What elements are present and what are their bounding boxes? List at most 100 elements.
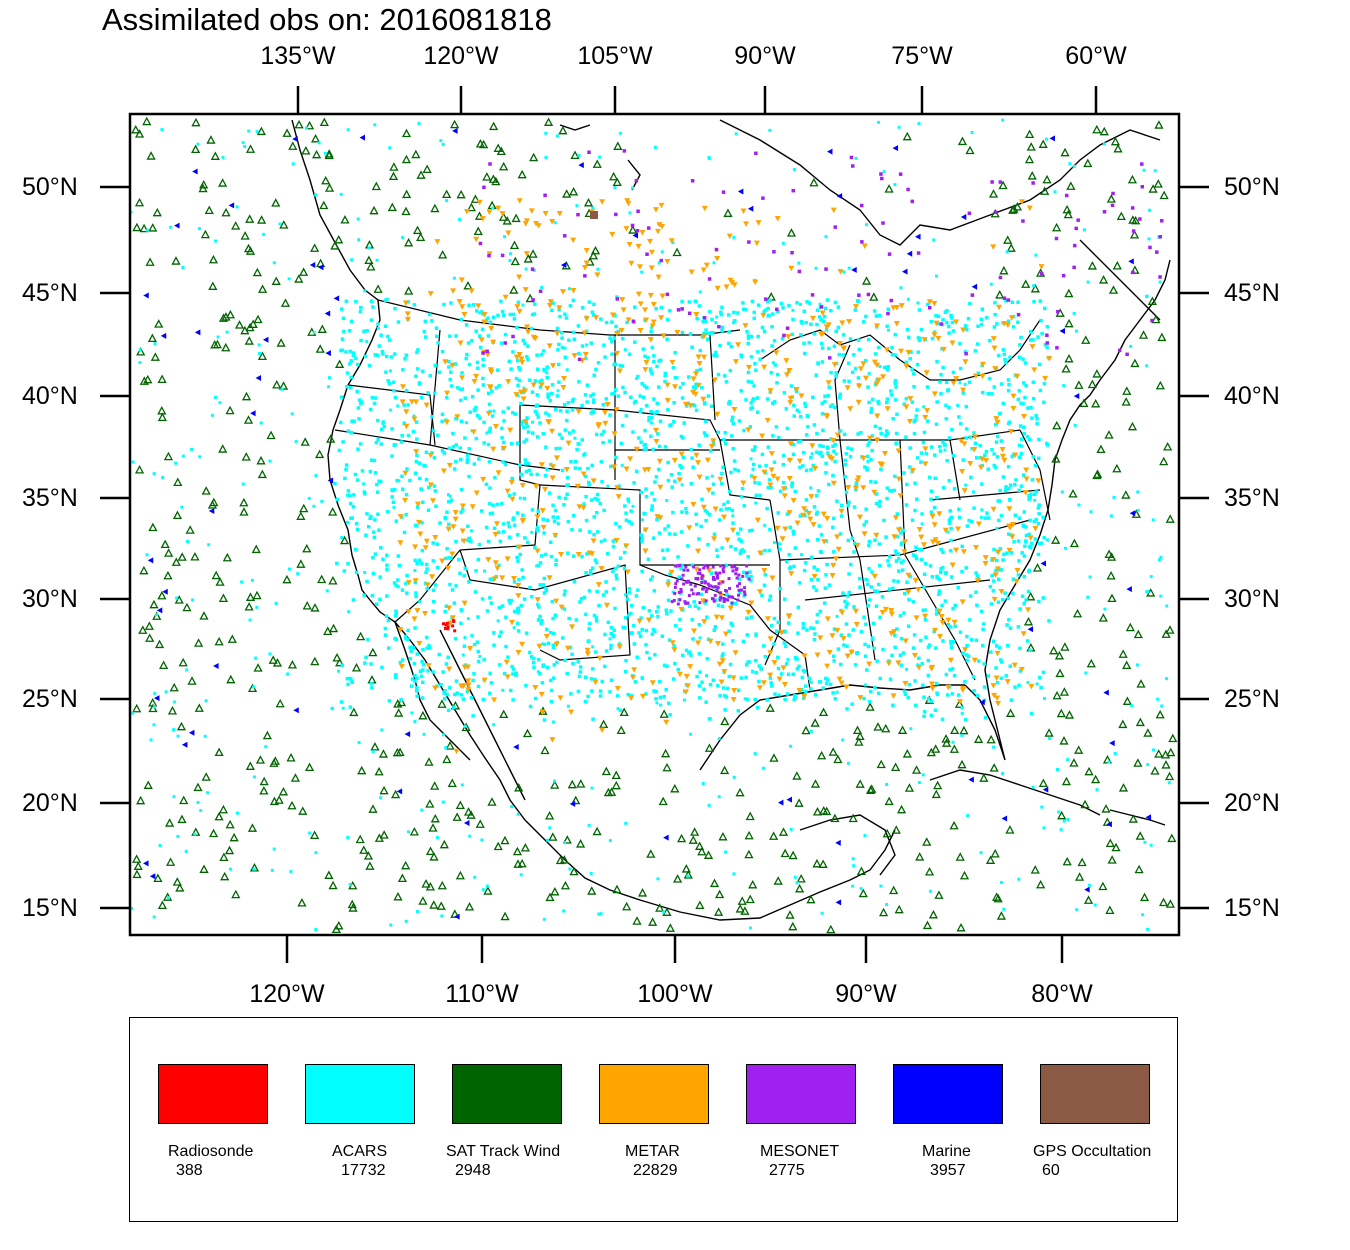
acars-marker — [939, 567, 943, 571]
acars-marker — [819, 550, 823, 555]
acars-marker — [627, 352, 632, 357]
acars-marker — [1159, 555, 1163, 559]
metar-marker — [801, 693, 808, 700]
metar-marker — [936, 511, 943, 517]
sat-track-wind-marker — [259, 776, 269, 786]
acars-marker — [715, 548, 719, 552]
metar-marker — [831, 362, 838, 368]
acars-marker — [327, 376, 331, 380]
acars-marker — [485, 609, 490, 613]
sat-track-wind-marker — [1092, 124, 1102, 134]
acars-marker — [511, 350, 515, 354]
acars-marker — [876, 399, 880, 404]
acars-marker — [671, 510, 675, 515]
metar-marker — [962, 647, 969, 653]
acars-marker — [488, 501, 492, 506]
acars-marker — [949, 538, 953, 543]
sat-track-wind-marker — [1127, 174, 1138, 184]
acars-marker — [802, 568, 807, 573]
acars-marker — [786, 672, 791, 677]
acars-marker — [866, 582, 870, 587]
acars-marker — [1039, 541, 1043, 545]
acars-marker — [631, 430, 635, 434]
acars-marker — [558, 314, 562, 319]
acars-marker — [376, 322, 380, 327]
acars-marker — [490, 577, 495, 582]
acars-marker — [320, 499, 324, 503]
metar-marker — [536, 643, 543, 650]
acars-marker — [961, 391, 965, 395]
metar-marker — [556, 210, 563, 217]
metar-marker — [696, 474, 703, 481]
acars-marker — [716, 684, 720, 688]
acars-marker — [629, 604, 634, 608]
sat-track-wind-marker — [149, 599, 159, 609]
acars-marker — [567, 338, 571, 342]
sat-track-wind-marker — [172, 877, 182, 886]
acars-marker — [449, 498, 454, 503]
acars-marker — [874, 501, 879, 506]
metar-marker — [422, 611, 429, 617]
acars-marker — [268, 652, 272, 656]
metar-marker — [826, 649, 833, 656]
acars-marker — [527, 468, 532, 473]
acars-marker — [1143, 840, 1147, 844]
acars-marker — [815, 450, 819, 454]
mesonet-marker — [739, 588, 743, 592]
metar-marker — [979, 361, 986, 368]
sat-track-wind-marker — [218, 178, 228, 187]
mesonet-marker — [730, 565, 734, 569]
acars-marker — [616, 394, 621, 398]
acars-marker — [1042, 535, 1046, 540]
acars-marker — [594, 367, 598, 372]
acars-marker — [853, 663, 858, 667]
acars-marker — [715, 315, 719, 319]
acars-marker — [680, 330, 685, 335]
sat-track-wind-marker — [1121, 397, 1131, 406]
acars-marker — [404, 388, 409, 393]
metar-marker — [701, 205, 708, 212]
acars-marker — [555, 394, 560, 398]
acars-marker — [757, 664, 762, 668]
acars-marker — [526, 424, 530, 429]
marine-marker — [1084, 886, 1090, 893]
mesonet-marker — [712, 599, 716, 603]
acars-marker — [535, 367, 540, 372]
acars-marker — [992, 547, 996, 552]
metar-marker — [713, 614, 720, 621]
mesonet-marker — [689, 582, 693, 586]
acars-marker — [968, 435, 973, 439]
marine-marker — [1073, 393, 1080, 400]
acars-marker — [893, 381, 897, 386]
metar-marker — [922, 613, 929, 620]
acars-marker — [500, 309, 505, 314]
acars-marker — [196, 142, 200, 146]
sat-track-wind-marker — [1059, 736, 1069, 745]
acars-marker — [560, 345, 565, 350]
sat-track-wind-marker — [1161, 629, 1171, 638]
acars-marker — [364, 655, 368, 660]
sat-track-wind-marker — [1061, 776, 1072, 786]
acars-marker — [583, 675, 588, 679]
acars-marker — [477, 542, 482, 547]
acars-marker — [791, 532, 796, 536]
acars-marker — [665, 318, 670, 322]
mesonet-marker — [721, 580, 725, 584]
acars-marker — [988, 650, 993, 654]
sat-track-wind-marker — [993, 893, 1003, 903]
acars-marker — [1109, 514, 1113, 518]
acars-marker — [944, 571, 948, 576]
mesonet-marker — [916, 251, 921, 255]
sat-track-wind-marker — [681, 864, 691, 873]
acars-marker — [921, 683, 925, 687]
acars-marker — [1001, 558, 1005, 562]
acars-marker — [1027, 532, 1031, 537]
mesonet-marker — [686, 568, 690, 572]
sat-track-wind-marker — [720, 765, 730, 775]
acars-marker — [1010, 454, 1014, 459]
acars-marker — [835, 690, 839, 694]
sat-track-wind-marker — [340, 215, 350, 224]
acars-marker — [820, 360, 825, 364]
sat-track-wind-marker — [1129, 229, 1140, 239]
acars-marker — [1003, 357, 1007, 362]
